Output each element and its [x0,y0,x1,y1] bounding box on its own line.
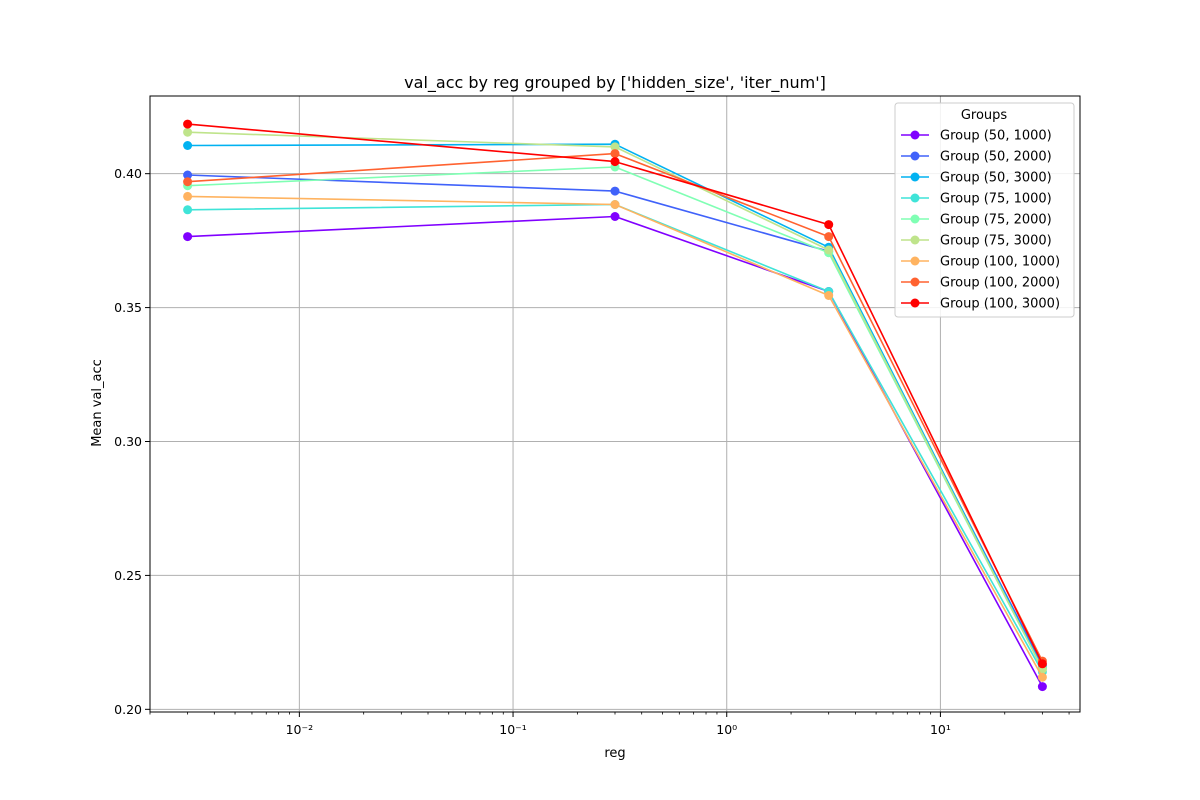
legend-swatch-marker [910,214,920,224]
data-point [183,170,193,180]
data-point [183,191,193,201]
data-point [1037,659,1047,669]
y-tick-label: 0.20 [114,702,142,717]
legend-item: Group (50, 3000) [901,171,1052,186]
data-point [183,177,193,187]
legend-item: Group (75, 1000) [901,192,1052,207]
axis-ticks: 10⁻² 10⁻¹ 10⁰ 10¹ 0.20 0.25 0.30 0.35 0.40 [114,166,1070,737]
legend-item: Group (100, 1000) [901,255,1060,270]
data-point [610,212,620,221]
legend-swatch-marker [910,298,920,308]
data-point [824,232,834,242]
legend-swatch-marker [910,151,920,161]
series-9 [183,119,1047,669]
chart-title: val_acc by reg grouped by ['hidden_size'… [404,73,826,93]
series-7 [183,191,1047,682]
legend-label: Group (50, 2000) [940,150,1052,165]
y-tick-label: 0.25 [114,568,142,583]
series-line [187,123,1044,665]
series-6 [183,127,1047,674]
data-point [610,142,620,152]
data-point [1037,682,1047,692]
y-tick-label: 0.35 [114,300,142,315]
x-axis-label: reg [604,746,625,761]
data-point [183,141,193,150]
legend-label: Group (75, 2000) [940,213,1052,228]
legend-box [894,102,1075,318]
series-line [187,203,1044,673]
series-line [187,152,1044,662]
data-point [824,220,834,230]
legend-item: Group (100, 3000) [901,297,1060,312]
data-point [183,119,193,129]
legend-swatch-marker [910,277,920,287]
y-tick-label: 0.30 [114,434,142,449]
legend-label: Group (100, 3000) [940,297,1060,312]
data-point [824,291,834,300]
legend-item: Group (50, 1000) [901,129,1052,144]
x-tick-label: 10⁻¹ [499,722,527,737]
legend-label: Group (100, 1000) [940,255,1060,270]
legend-swatch-marker [910,172,920,182]
legend-swatch-marker [910,235,920,245]
legend-item: Group (50, 2000) [901,150,1052,165]
legend-swatch-marker [910,193,920,203]
series-line [187,215,1044,687]
legend-item: Group (100, 2000) [901,276,1060,291]
legend-title: Groups [961,108,1008,123]
legend-label: Group (75, 1000) [940,192,1052,207]
series-line [187,195,1044,678]
y-axis-label: Mean val_acc [90,359,105,447]
y-tick-label: 0.40 [114,166,142,181]
legend-item: Group (75, 2000) [901,213,1052,228]
legend: Groups Group (50, 1000) Group (50, 2000) G… [894,102,1075,318]
data-point [1037,672,1047,682]
data-point [610,149,620,159]
data-point [610,157,620,167]
legend-label: Group (75, 3000) [940,234,1052,249]
data-point [824,245,834,255]
legend-label: Group (50, 1000) [940,129,1052,144]
x-tick-label: 10⁰ [716,722,737,737]
legend-label: Group (100, 2000) [940,276,1060,291]
legend-item: Group (75, 3000) [901,234,1052,249]
legend-swatch-marker [910,256,920,266]
data-point [183,232,193,242]
data-point [610,200,620,209]
series-line [187,131,1044,670]
x-tick-label: 10⁻² [286,722,314,737]
data-point [183,205,193,215]
data-point [183,127,193,137]
series-group [183,119,1047,692]
x-tick-label: 10¹ [930,722,951,737]
legend-label: Group (50, 3000) [940,171,1052,186]
legend-swatch-marker [910,130,920,140]
data-point [610,186,620,196]
